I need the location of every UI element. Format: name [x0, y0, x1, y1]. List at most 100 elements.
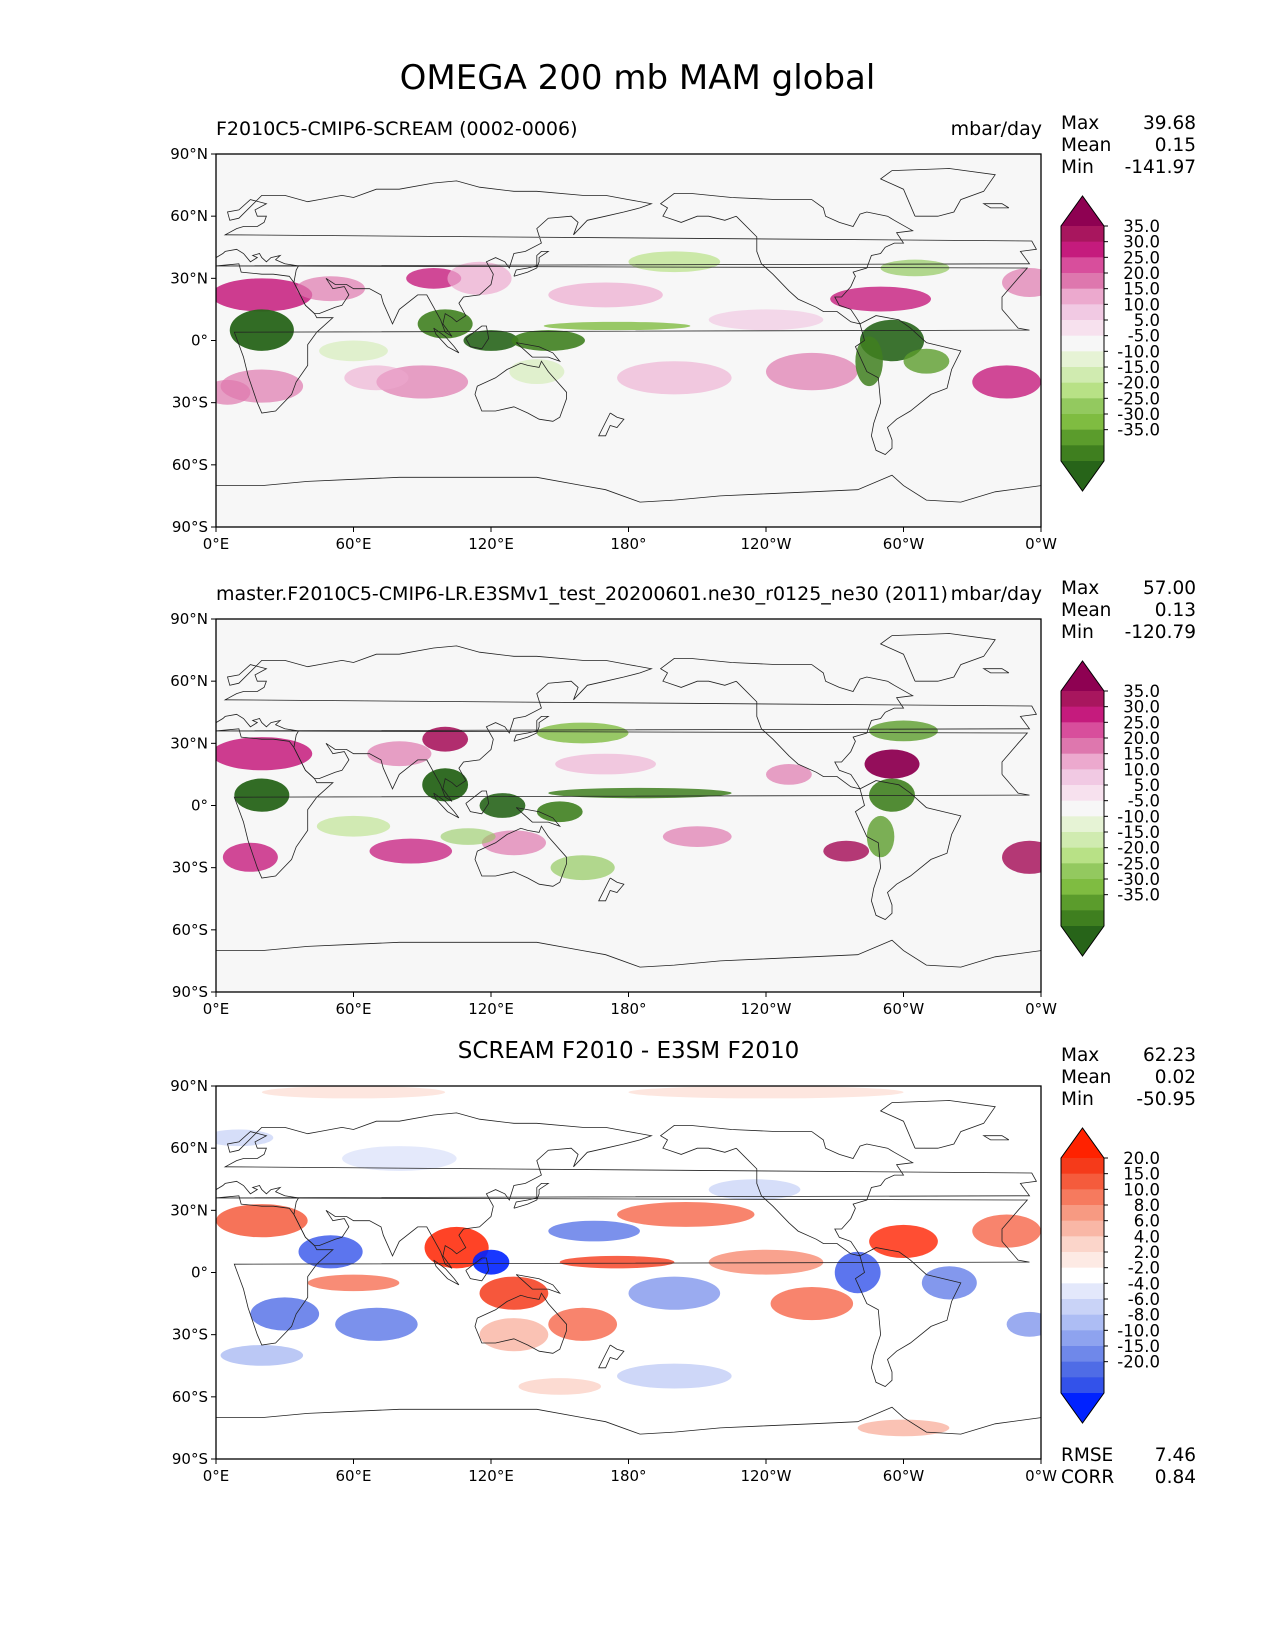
y-tick-label: 90°N — [170, 145, 208, 163]
panel-test: F2010C5-CMIP6-SCREAM (0002-0006) mbar/da… — [0, 113, 1275, 598]
x-tick-label: 60°E — [335, 1467, 371, 1485]
y-tick-label: 90°S — [172, 1450, 208, 1468]
colorbar-segment — [1061, 398, 1104, 415]
max-label: Max — [1061, 1045, 1100, 1066]
coastline — [879, 633, 996, 682]
coastline — [216, 180, 1038, 337]
coastline — [513, 716, 550, 742]
field-contour — [250, 1297, 320, 1331]
colorbar: 35.030.025.020.015.010.05.0-5.0-10.0-15.… — [1060, 195, 1160, 492]
field-contour — [261, 1086, 446, 1099]
coastline — [659, 1125, 914, 1257]
coastline — [854, 1247, 962, 1387]
colorbar-label: -6.0 — [1128, 1290, 1160, 1309]
map-plot: 0°E 60°E 120°E 180° 120°W 60°W 0°W 90°N 60°N 30°N… — [170, 610, 1160, 1018]
colorbar-segment — [1061, 1267, 1104, 1284]
x-tick-label: 120°E — [468, 1467, 514, 1485]
coastline — [474, 360, 567, 422]
field-contour — [234, 778, 290, 812]
field-contour — [628, 1086, 904, 1099]
field-contour — [511, 330, 585, 351]
coastline — [982, 1135, 1010, 1141]
field-contour — [344, 365, 409, 391]
field-contour — [216, 737, 313, 771]
y-tick-label: 0° — [191, 332, 208, 350]
field-contour — [422, 768, 469, 802]
field-contour — [628, 1276, 721, 1310]
colorbar-segment — [1061, 863, 1104, 880]
coastline — [433, 792, 460, 819]
y-tick-label: 30°N — [170, 734, 208, 752]
field-contour — [335, 1307, 418, 1341]
coastline — [879, 1100, 996, 1149]
coastline — [433, 1259, 460, 1286]
field-contour — [367, 741, 432, 767]
colorbar-label: -2.0 — [1128, 1259, 1160, 1278]
y-tick-label: 30°N — [170, 1201, 208, 1219]
field-contour — [463, 330, 519, 351]
colorbar-segment — [1061, 1173, 1104, 1190]
field-contour — [823, 840, 870, 862]
coastline — [465, 1257, 490, 1282]
field-contour — [479, 793, 526, 818]
field-contour — [220, 1345, 304, 1366]
field-contour — [555, 753, 656, 775]
max-label: Max — [1061, 578, 1100, 599]
coastline — [879, 168, 996, 217]
coastline — [854, 315, 962, 455]
mean-value: 0.13 — [1154, 600, 1196, 621]
colorbar-segment — [1061, 382, 1104, 399]
coastline — [982, 203, 1010, 209]
field-contour — [617, 1363, 732, 1389]
coastline — [513, 251, 550, 277]
y-tick-label: 30°S — [172, 859, 208, 877]
y-tick-label: 60°N — [170, 207, 208, 225]
field-contour — [869, 720, 938, 742]
field-contour — [550, 855, 615, 881]
coastlines — [216, 1100, 1041, 1435]
coastline — [854, 780, 962, 920]
max-label: Max — [1061, 113, 1100, 134]
coastline — [659, 193, 914, 325]
field-contour — [770, 1287, 854, 1321]
coastline — [598, 412, 625, 437]
coastline — [465, 790, 490, 815]
colorbar-segment — [1061, 1189, 1104, 1206]
coastline — [515, 342, 562, 363]
x-tick-label: 120°W — [741, 1467, 792, 1485]
colorbar: 35.030.025.020.015.010.05.0-5.0-10.0-15.… — [1060, 660, 1160, 957]
field-contour — [1006, 1311, 1041, 1337]
colorbar-outline — [1060, 1127, 1105, 1424]
coastline — [216, 1406, 1041, 1435]
colorbar-label: 20.0 — [1123, 1149, 1160, 1168]
field-contour — [830, 286, 931, 312]
field-contour — [766, 352, 858, 391]
field-contour — [972, 365, 1041, 399]
colorbar-label: -10.0 — [1117, 1321, 1160, 1340]
colorbar-label: 15.0 — [1123, 745, 1160, 764]
colorbar-outline — [1060, 660, 1105, 957]
colorbar-segment — [1061, 1361, 1104, 1378]
colorbar-label: -35.0 — [1117, 421, 1160, 440]
map-background — [216, 1086, 1041, 1459]
coastline — [515, 807, 562, 828]
min-value: -120.79 — [1124, 622, 1196, 643]
colorbar-label: 2.0 — [1134, 1243, 1160, 1262]
y-tick-label: 0° — [191, 1264, 208, 1282]
field-contour — [662, 826, 732, 847]
y-tick-label: 0° — [191, 797, 208, 815]
field-contour — [548, 282, 663, 308]
x-tick-label: 60°E — [335, 1000, 371, 1018]
map-plot: 0°E 60°E 120°E 180° 120°W 60°W 0°W 90°N 60°N 30°N… — [170, 1077, 1160, 1485]
colorbar-segment — [1061, 226, 1104, 243]
y-tick-label: 30°S — [172, 394, 208, 412]
x-tick-label: 60°W — [883, 1467, 925, 1485]
x-tick-label: 0°W — [1025, 1467, 1057, 1485]
field-contour — [422, 726, 469, 752]
x-tick-label: 0°E — [203, 1467, 230, 1485]
mean-label: Mean — [1061, 1067, 1112, 1088]
min-value: -141.97 — [1124, 157, 1196, 178]
field-contour — [440, 828, 496, 845]
colorbar-segment — [1061, 273, 1104, 290]
colorbar-segment — [1061, 1158, 1104, 1175]
